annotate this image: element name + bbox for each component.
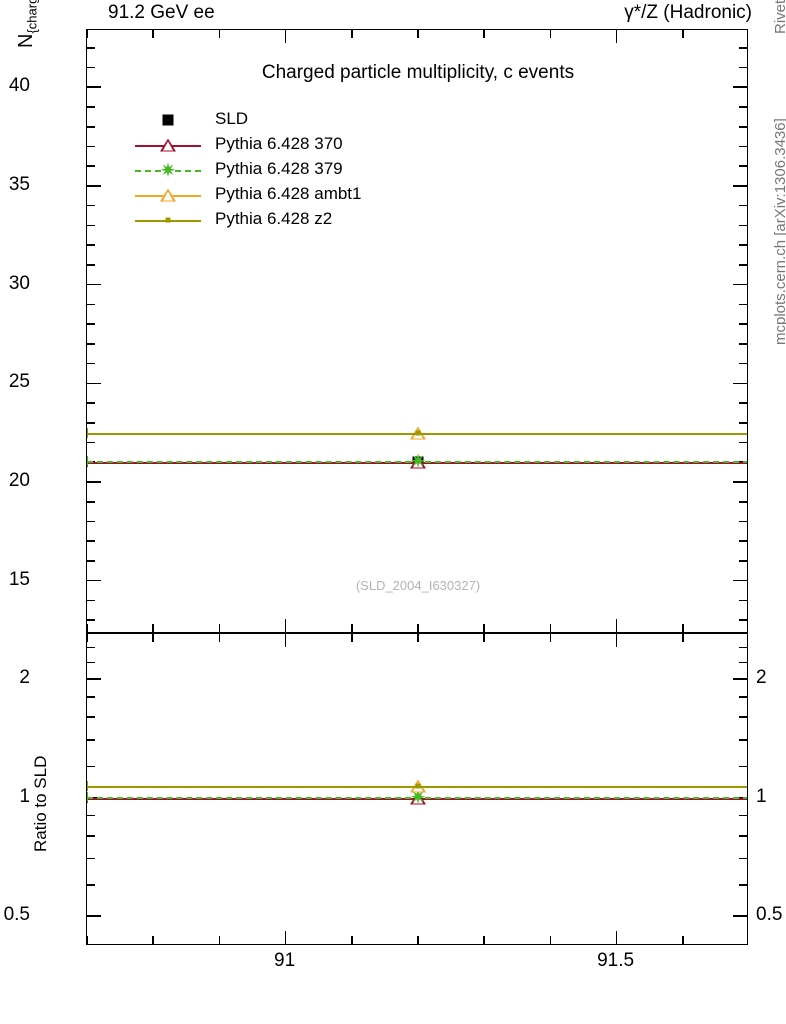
legend-key (131, 208, 205, 233)
header-process-label: γ*/Z (Hadronic) (624, 2, 752, 23)
plot-title: Charged particle multiplicity, c events (261, 62, 575, 83)
header-beam-label: 91.2 GeV ee (108, 2, 215, 23)
series-line-pythia-6-428-379 (87, 797, 747, 800)
ratio-plot-panel: Ratio to SLD ✷ (31, 633, 748, 945)
legend-entry[interactable]: Pythia 6.428 370 (131, 133, 461, 158)
data-point-marker-square (162, 114, 174, 126)
ratio-y-axis-label: Ratio to SLD (31, 755, 50, 852)
main-y-tick-label: 20 (8, 470, 30, 491)
legend-line-swatch (135, 170, 201, 172)
mcplots-source-label: mcplots.cern.ch [arXiv:1306.3436] (772, 118, 786, 345)
main-y-tick-label: 15 (8, 568, 30, 590)
main-y-tick-label: 30 (8, 272, 30, 294)
legend-key (131, 133, 205, 158)
y-axis-label-base: N (15, 33, 37, 48)
ratio-y-tick-label-left: 1 (19, 785, 30, 807)
ratio-y-tick-label-left: 0.5 (3, 904, 30, 926)
data-point-marker-dot (165, 217, 171, 223)
analysis-id-watermark: (SLD_2004_I630327) (355, 578, 481, 593)
main-y-tick-label: 40 (8, 75, 30, 97)
data-point-marker-triangle (160, 188, 176, 202)
data-point-marker-dot (415, 430, 421, 436)
ratio-y-tick-label-right: 0.5 (756, 904, 783, 926)
series-line-pythia-6-428-379 (87, 461, 747, 464)
error-bar-cap (87, 780, 88, 791)
error-bar-cap (87, 456, 88, 467)
x-tick-label: 91.5 (597, 950, 635, 971)
legend-key: ✷ (131, 158, 205, 183)
ratio-y-tick-label-left: 2 (19, 666, 30, 688)
legend-label: Pythia 6.428 z2 (215, 209, 333, 228)
triangle-inner (163, 191, 173, 201)
legend-label: Pythia 6.428 ambt1 (215, 184, 362, 203)
legend-entry[interactable]: Pythia 6.428 ambt1 (131, 183, 461, 208)
legend-label: SLD (215, 109, 249, 128)
error-bar-cap (87, 427, 88, 438)
legend-label: Pythia 6.428 379 (215, 159, 343, 178)
main-y-tick-label: 35 (8, 173, 30, 195)
main-y-tick-label: 25 (8, 371, 30, 393)
legend-key (131, 108, 205, 133)
legend-entry[interactable]: ✷ Pythia 6.428 379 (131, 158, 461, 183)
legend-key (131, 183, 205, 208)
plot-header: 91.2 GeV ee γ*/Z (Hadronic) (0, 0, 786, 28)
triangle-inner (163, 141, 173, 151)
ratio-y-tick-label-right: 2 (756, 666, 767, 688)
legend-entry[interactable]: Pythia 6.428 z2 (131, 208, 461, 233)
main-y-axis-label: N{charged} (15, 0, 40, 48)
y-axis-label-subscript: {charged} (24, 0, 40, 34)
data-point-marker-dot (415, 783, 421, 789)
main-plot-panel: N{charged} Charged particle multiplicity… (15, 0, 748, 633)
rivet-version-label: Rivet 4.1.0, ≥ 100k events (772, 0, 786, 34)
error-bar-cap (87, 792, 88, 803)
ratio-y-tick-label-right: 1 (756, 785, 767, 807)
legend: SLD Pythia 6.428 370 ✷ Pythia 6.428 379 Pyth… (131, 108, 461, 233)
legend-label: Pythia 6.428 370 (215, 134, 343, 153)
ratio-axis-ticks (87, 634, 747, 944)
data-point-marker-triangle (160, 138, 176, 152)
ratio-data-layer: ✷ (87, 634, 747, 944)
main-axis-ticks (87, 30, 747, 632)
x-tick-label: 91 (274, 950, 296, 971)
main-data-layer: ✷ (87, 30, 747, 632)
legend-entry[interactable]: SLD (131, 108, 461, 133)
